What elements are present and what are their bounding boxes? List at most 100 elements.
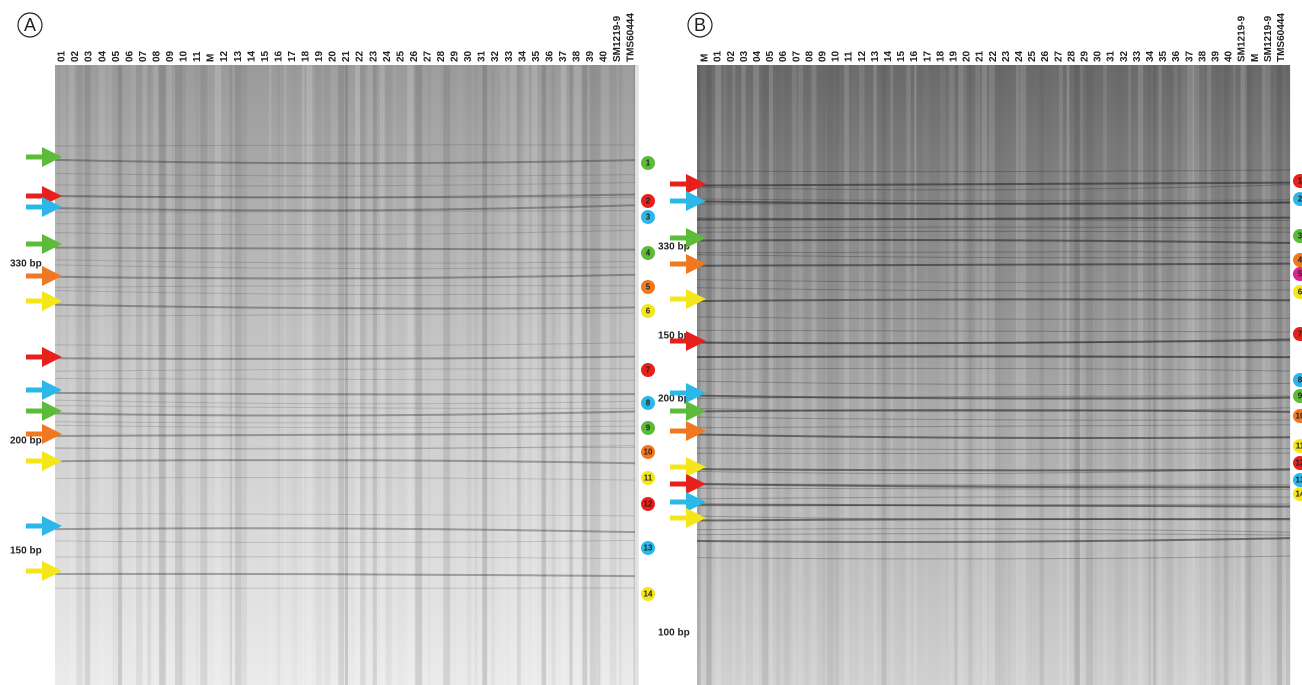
lane-stripe — [1079, 65, 1084, 685]
lane-label: 10 — [179, 50, 190, 62]
lane-stripe — [142, 65, 148, 685]
band — [54, 405, 636, 409]
lane-stripe — [200, 65, 208, 685]
lane-stripe — [596, 65, 601, 685]
lane-label: 14 — [246, 50, 257, 62]
lane-stripe — [106, 65, 113, 685]
lane-label: 20 — [962, 50, 973, 62]
panel-letter-circle — [17, 12, 43, 38]
lane-stripe — [1187, 65, 1195, 685]
lane-stripe — [940, 65, 946, 685]
band — [696, 298, 1291, 303]
lane-label: 17 — [287, 50, 298, 62]
lane-stripe — [1058, 65, 1063, 685]
lane-label: 27 — [1053, 50, 1064, 62]
lane-stripe — [589, 65, 597, 685]
lane-stripe — [196, 65, 198, 685]
lane-stripe — [541, 65, 546, 685]
band — [54, 210, 636, 213]
lane-stripe — [360, 65, 366, 685]
band — [696, 239, 1291, 245]
lane-label: 03 — [739, 50, 750, 62]
lane-label: 11 — [844, 51, 855, 62]
lane-label: 09 — [165, 50, 176, 62]
lane-label: 10 — [831, 50, 842, 62]
lane-label: 03 — [84, 50, 95, 62]
lane-label: 33 — [504, 50, 515, 62]
lane-label: 05 — [111, 50, 122, 62]
lane-label: 01 — [713, 50, 724, 62]
band — [54, 144, 636, 147]
band-marker — [641, 363, 655, 377]
lane-stripe — [407, 65, 414, 685]
band — [696, 533, 1291, 536]
lane-stripe — [1115, 65, 1122, 685]
lane-stripe — [344, 65, 348, 685]
size-label: 150 bp — [658, 331, 690, 342]
band — [696, 518, 1291, 522]
lane-stripe — [112, 65, 118, 685]
lane-stripe — [1086, 65, 1094, 685]
size-label: 150 bp — [10, 546, 42, 557]
band — [54, 204, 636, 212]
band-number: 4 — [646, 249, 651, 258]
lane-label: 25 — [395, 50, 406, 62]
band — [54, 445, 636, 450]
band — [696, 254, 1291, 259]
lane-label: 26 — [1040, 50, 1051, 62]
lane-stripe — [601, 65, 609, 685]
lane-label: TMS60444 — [626, 13, 637, 62]
lane-stripe — [1262, 65, 1267, 685]
band — [54, 477, 636, 481]
band — [54, 572, 636, 578]
band — [54, 399, 636, 405]
lane-label: 09 — [818, 50, 829, 62]
band-marker — [641, 587, 655, 601]
band — [696, 433, 1291, 440]
lane-stripe — [1266, 65, 1271, 685]
band — [696, 181, 1291, 187]
lane-label: 35 — [1158, 50, 1169, 62]
band — [54, 259, 636, 264]
lane-label: 39 — [1211, 50, 1222, 62]
lane-label: 18 — [301, 50, 312, 62]
lane-label: 06 — [778, 50, 789, 62]
band — [54, 539, 636, 543]
lane-label: 16 — [273, 50, 284, 62]
lane-label: 31 — [1106, 50, 1117, 62]
lane-stripe — [68, 65, 75, 685]
gel — [55, 65, 635, 685]
lane-label: 24 — [1014, 50, 1025, 62]
lane-stripe — [858, 65, 865, 685]
lane-label: 28 — [1066, 50, 1077, 62]
band-marker — [1293, 373, 1302, 387]
lane-stripe — [276, 65, 281, 685]
lane-stripe — [415, 65, 423, 685]
band — [696, 217, 1291, 221]
band-marker — [641, 445, 655, 459]
lane-label: 26 — [409, 50, 420, 62]
band-number: 6 — [1298, 288, 1302, 297]
lane-stripe — [466, 65, 472, 685]
lane-stripe — [981, 65, 987, 685]
band — [696, 316, 1291, 320]
lane-stripe — [482, 65, 488, 685]
lane-stripe — [953, 65, 958, 685]
size-label: 100 bp — [658, 628, 690, 639]
lane-stripe — [1120, 65, 1125, 685]
band — [696, 496, 1291, 500]
lane-stripe — [385, 65, 392, 685]
gel-panel: A01 02 03 04 05 06 07 08 09 10 11 M 12 13 14 15 16 17 18 19… — [10, 12, 655, 685]
lane-label: 19 — [949, 50, 960, 62]
lane-stripe — [619, 65, 622, 685]
lane-stripe — [457, 65, 463, 685]
lane-stripe — [159, 65, 166, 685]
lane-stripe — [1200, 65, 1205, 685]
band — [696, 251, 1291, 254]
lane-label: SM1219-9 — [612, 15, 623, 62]
band — [696, 537, 1291, 544]
lane-stripe — [393, 65, 397, 685]
size-label: 200 bp — [10, 436, 42, 447]
lane-label: 07 — [791, 50, 802, 62]
